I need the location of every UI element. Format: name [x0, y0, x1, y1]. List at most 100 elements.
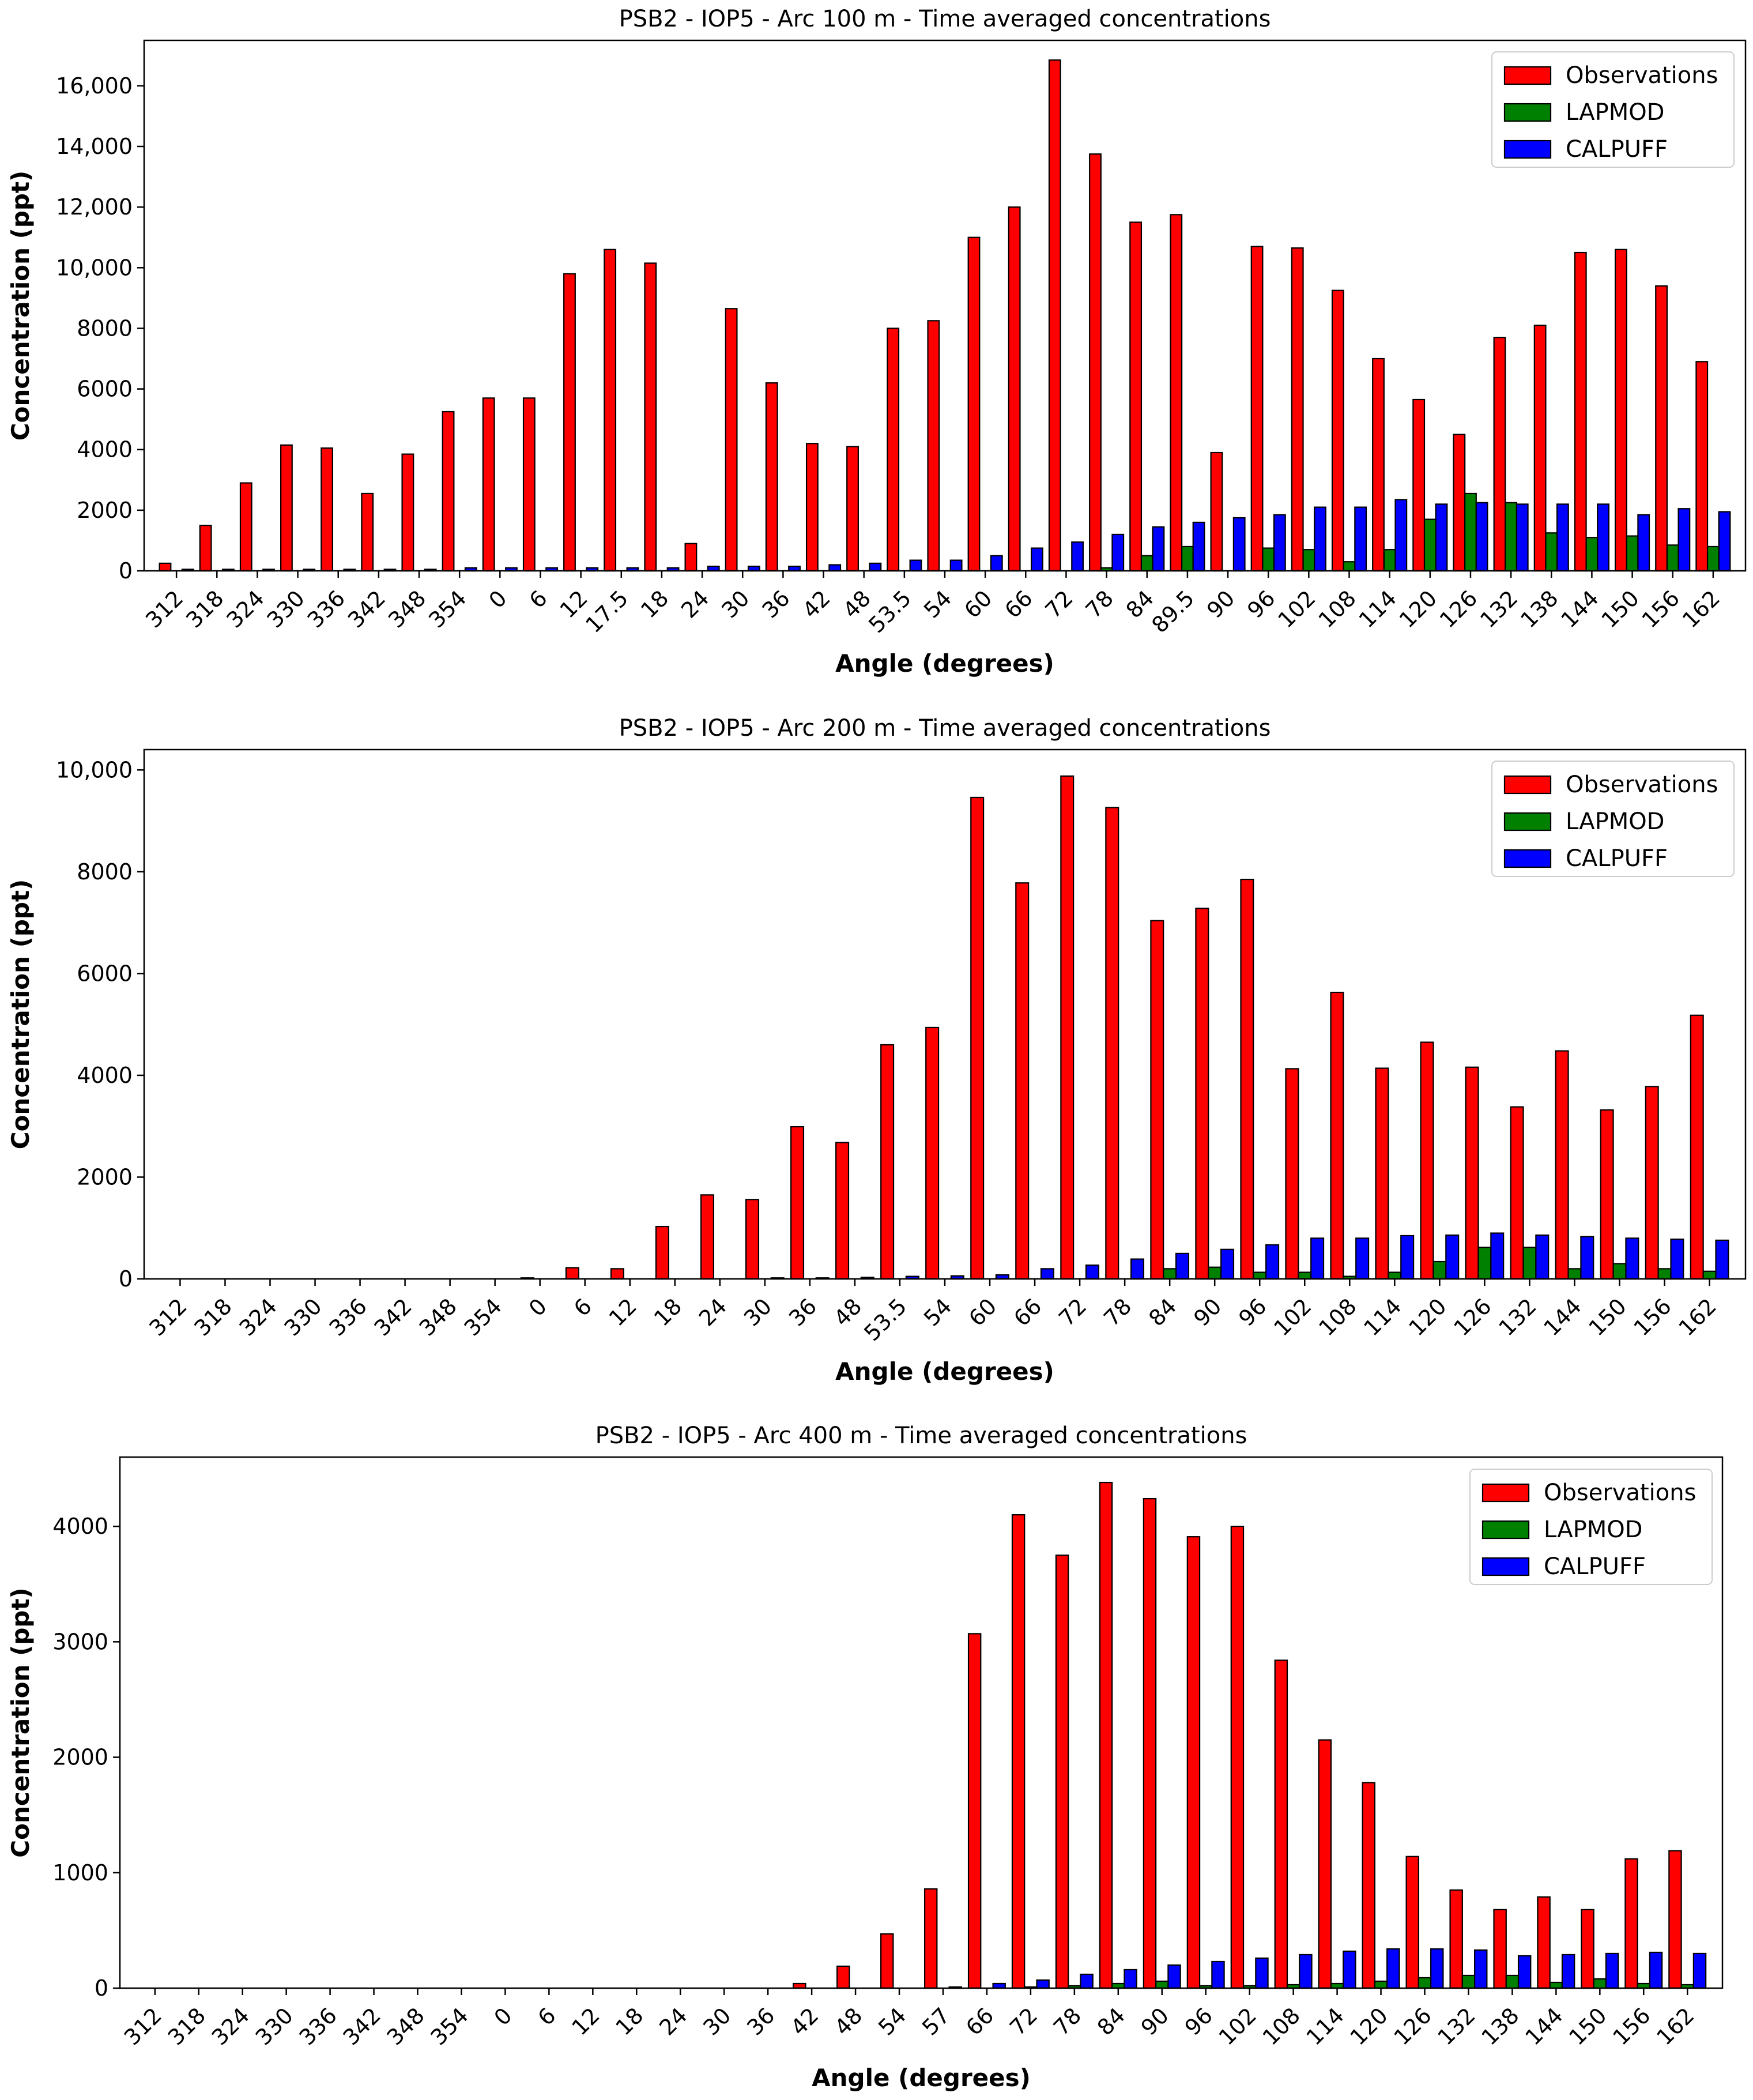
x-tick-label: 96 [1234, 1293, 1271, 1331]
x-tick-label: 162 [1652, 2003, 1699, 2050]
bar-observations-78 [1089, 153, 1102, 572]
x-tick-label: 72 [1041, 585, 1078, 623]
bar-observations-36 [790, 1126, 805, 1280]
bar-observations-6 [522, 397, 536, 572]
bar-lapmod-150 [1612, 1263, 1627, 1280]
x-tick-label: 330 [279, 1293, 326, 1341]
x-tick-label: 348 [383, 585, 431, 633]
x-tick-label: 0 [524, 1293, 552, 1321]
x-tick-label: 36 [757, 585, 794, 623]
bar-lapmod-90 [1155, 1980, 1169, 1989]
legend-swatch-lapmod [1503, 103, 1552, 122]
y-tick-label: 10,000 [56, 255, 133, 280]
bar-observations-324 [239, 482, 252, 572]
x-tick-label: 78 [1099, 1293, 1136, 1331]
bar-observations-126 [1465, 1066, 1479, 1280]
bar-observations-120 [1362, 1782, 1376, 1989]
bar-calpuff-54 [949, 559, 963, 572]
bar-observations-12 [563, 273, 576, 572]
chart-title: PSB2 - IOP5 - Arc 200 m - Time averaged … [619, 715, 1271, 742]
bar-calpuff-78 [1111, 533, 1125, 572]
bar-lapmod-114 [1383, 549, 1396, 572]
bar-observations-156 [1645, 1086, 1659, 1280]
bar-lapmod-144 [1585, 537, 1599, 572]
bar-lapmod-90 [1208, 1266, 1222, 1280]
bar-calpuff-96 [1265, 1244, 1280, 1280]
bar-observations-0 [482, 397, 495, 572]
x-tick-label: 102 [1214, 2003, 1261, 2050]
y-tick-label: 2000 [52, 1745, 108, 1770]
bar-calpuff-162 [1715, 1239, 1729, 1280]
bar-calpuff-72 [1085, 1264, 1099, 1280]
bar-observations-354 [442, 411, 455, 572]
x-tick-label: 126 [1435, 585, 1482, 633]
x-tick-label: 18 [649, 1293, 687, 1331]
x-tick-label: 150 [1584, 1293, 1631, 1341]
legend-label-calpuff: CALPUFF [1566, 845, 1668, 872]
x-tick-label: 108 [1258, 2003, 1305, 2050]
x-tick-label: 6 [525, 585, 552, 613]
x-tick-label: 120 [1404, 1293, 1451, 1341]
bar-lapmod-144 [1549, 1981, 1563, 1989]
x-tick-label: 324 [221, 585, 269, 633]
bar-lapmod-96 [1262, 547, 1275, 572]
bar-observations-17.5 [604, 249, 617, 572]
x-tick-label: 150 [1564, 2003, 1611, 2050]
x-tick-label: 17.5 [580, 585, 633, 638]
bar-lapmod-132 [1505, 502, 1518, 572]
bar-observations-144 [1537, 1896, 1551, 1989]
bar-observations-6 [565, 1267, 579, 1280]
bar-lapmod-84 [1163, 1268, 1177, 1280]
x-tick-label: 342 [338, 2003, 386, 2050]
bar-calpuff-108 [1299, 1954, 1313, 1989]
bar-lapmod-126 [1464, 492, 1477, 572]
x-axis-label: Angle (degrees) [835, 649, 1054, 678]
legend-label-lapmod: LAPMOD [1566, 808, 1664, 835]
bar-observations-48 [836, 1965, 850, 1989]
legend-swatch-calpuff [1481, 1557, 1530, 1576]
bar-observations-150 [1600, 1109, 1614, 1280]
x-tick-label: 72 [1054, 1293, 1091, 1331]
legend: Observations LAPMOD CALPUFF [1491, 51, 1735, 168]
bar-observations-162 [1668, 1850, 1682, 1989]
bar-observations-120 [1412, 398, 1426, 572]
bar-calpuff-66 [1031, 547, 1043, 572]
bar-lapmod-102 [1298, 1271, 1312, 1280]
x-tick-label: 312 [144, 1293, 191, 1341]
bar-lapmod-132 [1522, 1247, 1537, 1280]
bar-calpuff-102 [1310, 1237, 1325, 1280]
bar-calpuff-108 [1354, 506, 1367, 572]
bar-calpuff-162 [1718, 511, 1731, 572]
x-tick-label: 354 [459, 1293, 507, 1341]
bar-observations-48 [846, 446, 859, 572]
bar-observations-126 [1405, 1856, 1419, 1989]
bar-calpuff-102 [1314, 506, 1326, 572]
legend-swatch-lapmod [1503, 812, 1552, 831]
bar-calpuff-72 [1036, 1979, 1050, 1989]
bar-lapmod-150 [1626, 535, 1639, 572]
bar-observations-162 [1690, 1014, 1704, 1280]
x-tick-label: 24 [676, 585, 714, 623]
bar-calpuff-78 [1080, 1973, 1094, 1989]
bar-observations-72 [1060, 775, 1075, 1280]
x-tick-label: 57 [917, 2003, 955, 2040]
x-tick-label: 90 [1136, 2003, 1174, 2040]
bar-observations-114 [1375, 1067, 1389, 1280]
y-tick-label: 12,000 [56, 194, 133, 220]
x-tick-label: 84 [1092, 2003, 1130, 2040]
bar-calpuff-132 [1516, 503, 1529, 572]
bar-observations-54 [880, 1933, 894, 1989]
bar-observations-90 [1210, 451, 1223, 572]
bar-calpuff-42 [828, 564, 842, 572]
x-tick-label: 330 [251, 2003, 298, 2050]
y-tick-label: 4000 [77, 1063, 133, 1088]
bar-observations-36 [765, 382, 778, 572]
x-tick-label: 138 [1476, 2003, 1524, 2050]
x-tick-label: 96 [1180, 2003, 1217, 2040]
bar-observations-24 [700, 1194, 715, 1280]
bar-lapmod-138 [1505, 1974, 1520, 1989]
bar-calpuff-84 [1152, 526, 1165, 572]
bar-calpuff-78 [1130, 1258, 1145, 1280]
bar-observations-90 [1195, 908, 1209, 1280]
